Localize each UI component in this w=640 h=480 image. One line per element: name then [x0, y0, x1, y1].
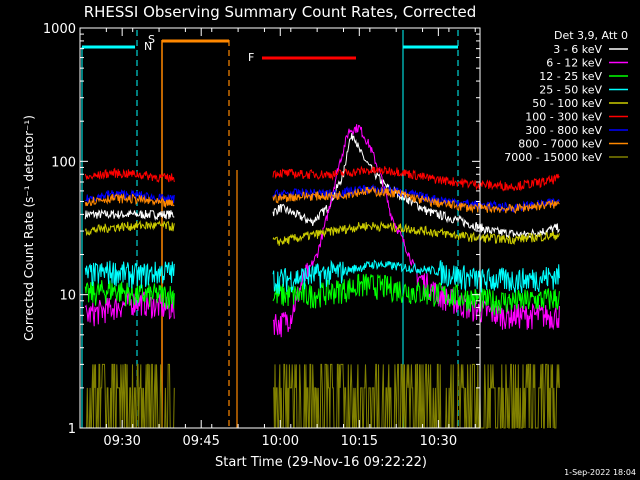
x-axis-label: Start Time (29-Nov-16 09:22:22) — [215, 455, 427, 470]
y-tick-label: 10 — [59, 289, 76, 304]
y-tick-label: 1 — [68, 422, 76, 437]
series-line-5 — [84, 220, 175, 236]
legend-entry: 800 - 7000 keV — [518, 138, 602, 151]
series-line-1 — [84, 208, 175, 222]
night-label: N — [144, 40, 152, 53]
legend-entry: 7000 - 15000 keV — [504, 151, 602, 164]
legend-entry: 100 - 300 keV — [525, 111, 602, 124]
series-line-3 — [272, 273, 560, 316]
series-line-5 — [272, 220, 560, 246]
y-tick-label: 100 — [51, 155, 76, 170]
y-tick-label: 1000 — [43, 22, 76, 37]
series-line-4 — [84, 260, 175, 289]
series-line-4 — [272, 259, 560, 294]
legend-entry: 12 - 25 keV — [539, 70, 602, 83]
footer-date: 1-Sep-2022 18:04 — [564, 468, 636, 477]
series-line-6 — [84, 167, 175, 183]
y-axis: 1 10 100 1000 — [43, 22, 480, 437]
saa-label: S — [148, 33, 155, 46]
legend-header: Det 3,9, Att 0 — [554, 29, 628, 42]
chart-title: RHESSI Observing Summary Count Rates, Co… — [84, 3, 477, 21]
legend-entry: 50 - 100 keV — [532, 97, 602, 110]
series-line-8 — [84, 192, 175, 208]
x-axis: 09:30 09:45 10:00 10:15 10:30 — [79, 28, 476, 449]
legend-entry: 25 - 50 keV — [539, 84, 602, 97]
legend-entry: 6 - 12 keV — [546, 57, 602, 70]
series-line-1 — [272, 132, 560, 239]
x-tick-label: 10:00 — [262, 434, 299, 449]
x-tick-label: 10:30 — [420, 434, 457, 449]
y-axis-label: Corrected Count Rate (s⁻¹ detector⁻¹) — [22, 115, 36, 341]
series-line-3 — [84, 280, 175, 309]
series-line-8 — [272, 186, 560, 215]
x-tick-label: 09:30 — [103, 434, 140, 449]
legend-entry: 300 - 800 keV — [525, 124, 602, 137]
legend-entry: 3 - 6 keV — [553, 43, 602, 56]
x-tick-label: 09:45 — [182, 434, 219, 449]
series-line-6 — [272, 165, 560, 192]
flare-label: F — [248, 51, 254, 64]
observing-intervals: N S F — [81, 30, 459, 428]
x-tick-label: 10:15 — [341, 434, 378, 449]
